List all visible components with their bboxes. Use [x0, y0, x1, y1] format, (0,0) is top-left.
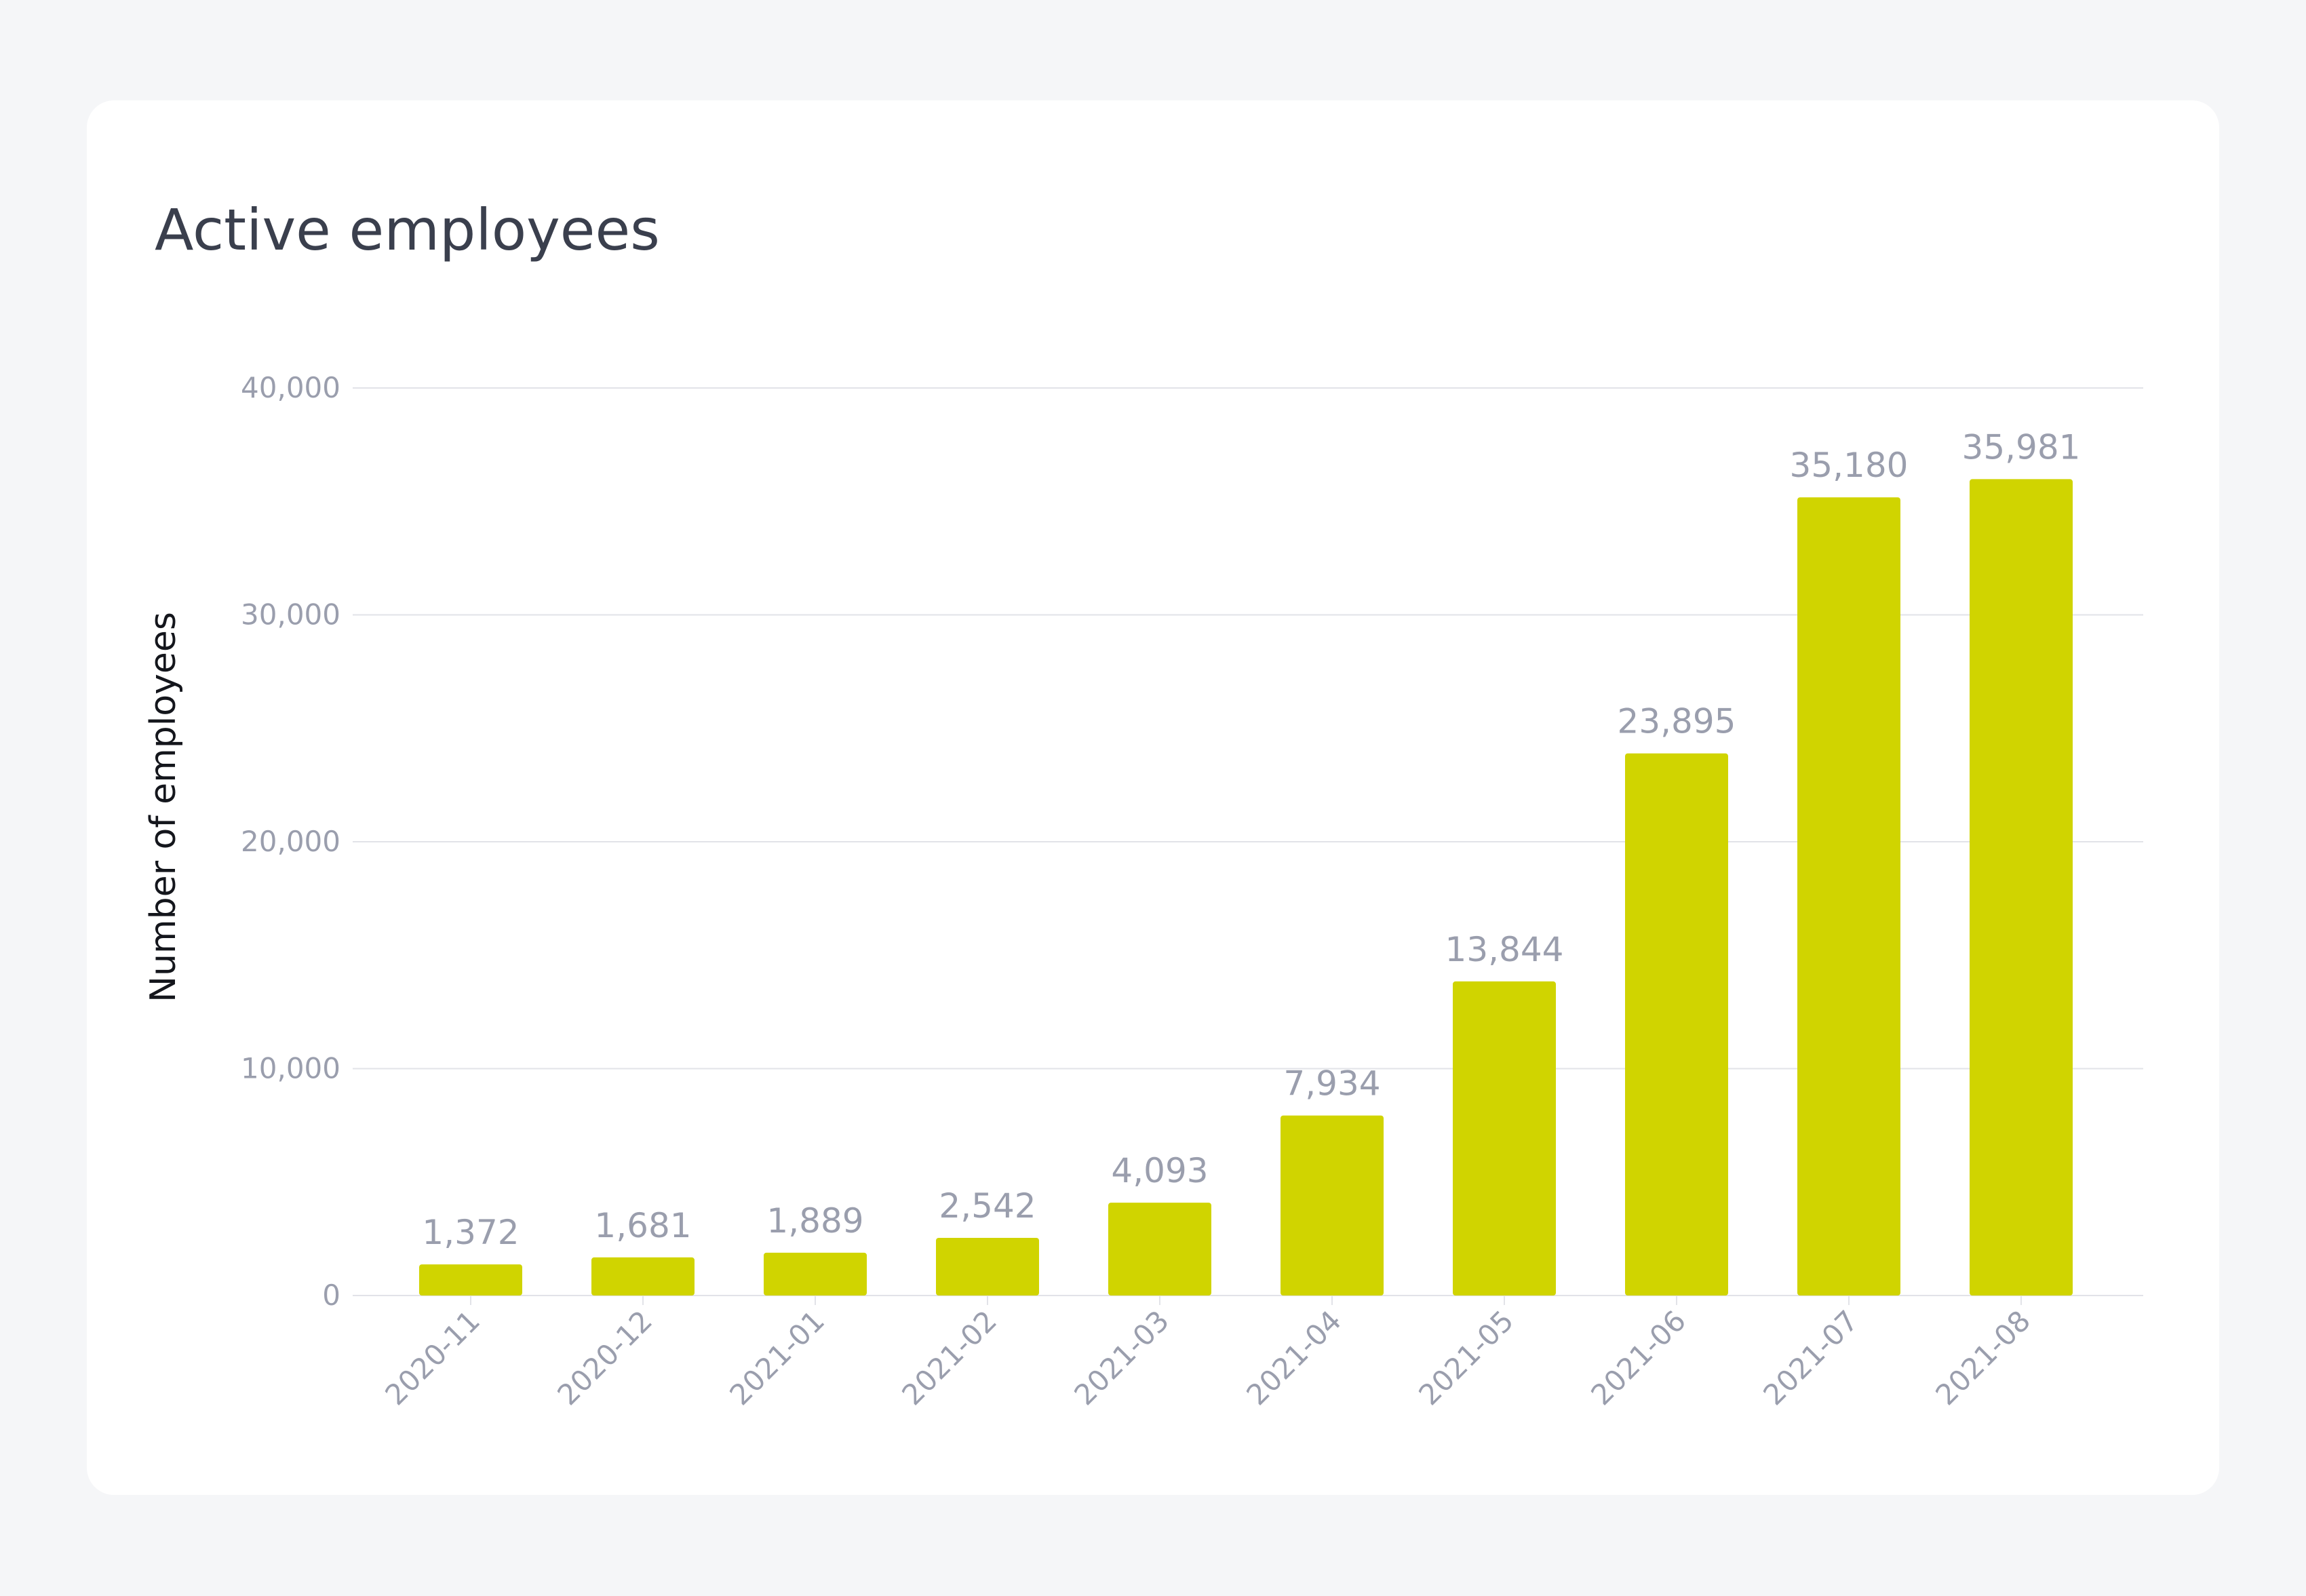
bar-2020-11 [419, 1264, 522, 1296]
y-tick-label: 30,000 [241, 598, 340, 631]
value-label: 23,895 [1618, 702, 1736, 741]
value-label: 13,844 [1445, 930, 1564, 969]
y-tick-labels: 0 10,000 20,000 30,000 40,000 [241, 371, 340, 1312]
bar-2021-07 [1797, 497, 1900, 1296]
x-tick-label: 2021-02 [895, 1304, 1003, 1412]
x-tick-label: 2021-05 [1412, 1304, 1520, 1412]
x-tick-label: 2021-03 [1068, 1304, 1175, 1412]
x-tick-label: 2020-12 [551, 1304, 659, 1412]
x-tick-label: 2021-06 [1584, 1304, 1692, 1412]
x-tick-labels: 2020-11 2020-12 2021-01 2021-02 2021-03 2021-… [378, 1296, 2037, 1412]
chart-title: Active employees [155, 197, 660, 263]
value-label: 2,542 [939, 1186, 1036, 1226]
value-label: 1,889 [766, 1201, 863, 1241]
y-axis-title: Number of employees [143, 612, 184, 1003]
bar-2021-05 [1453, 981, 1556, 1296]
x-tick-label: 2020-11 [378, 1304, 486, 1412]
y-tick-label: 0 [322, 1279, 340, 1312]
bar-2021-02 [936, 1237, 1039, 1296]
y-tick-label: 10,000 [241, 1052, 340, 1085]
value-label: 1,372 [422, 1213, 519, 1252]
value-label: 35,981 [1962, 427, 2081, 467]
x-tick-label: 2021-08 [1929, 1304, 2037, 1412]
bar-2021-01 [764, 1252, 867, 1296]
value-label: 7,934 [1283, 1064, 1380, 1104]
value-label: 1,681 [594, 1206, 691, 1245]
bar-2021-08 [1970, 479, 2073, 1296]
y-tick-label: 20,000 [241, 825, 340, 858]
x-tick-label: 2021-07 [1757, 1304, 1864, 1412]
bar-2021-04 [1281, 1115, 1384, 1296]
bar-2021-06 [1625, 753, 1728, 1296]
bars [419, 479, 2073, 1296]
y-tick-label: 40,000 [241, 371, 340, 404]
x-tick-label: 2021-01 [723, 1304, 831, 1412]
value-label: 4,093 [1111, 1151, 1208, 1190]
bar-2020-12 [591, 1257, 695, 1296]
bar-2021-03 [1108, 1203, 1211, 1296]
value-label: 35,180 [1790, 446, 1909, 485]
value-labels: 1,372 1,681 1,889 2,542 4,093 7,934 13,844 23,8… [422, 427, 2080, 1252]
x-tick-label: 2021-04 [1240, 1304, 1348, 1412]
